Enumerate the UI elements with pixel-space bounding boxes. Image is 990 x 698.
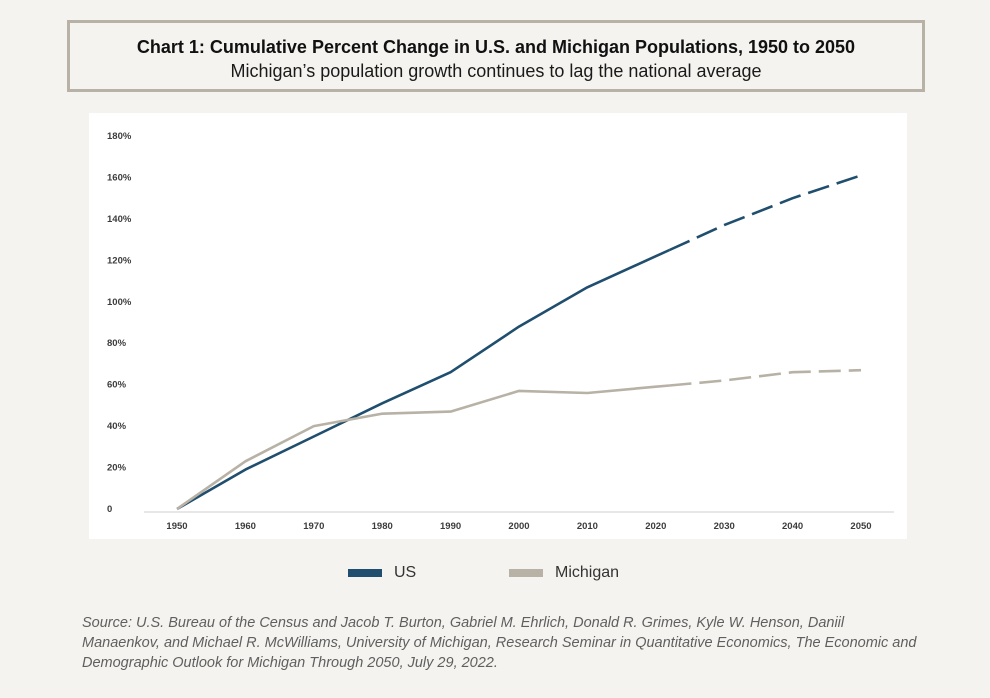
legend: US Michigan [0,564,990,588]
legend-item-michigan: Michigan [509,564,619,582]
series-line-projected-michigan [669,368,862,387]
x-tick-label: 1980 [372,521,393,532]
y-tick-label: 0 [107,504,112,515]
legend-label-michigan: Michigan [555,564,620,581]
x-tick-label: 1960 [235,521,256,532]
legend-label-us: US [394,564,417,581]
legend-item-us: US [348,564,416,582]
x-tick-label: 1990 [440,521,461,532]
y-tick-label: 40% [107,421,127,432]
series-line-projected-us [668,174,862,252]
y-tick-label: 120% [107,255,132,266]
y-tick-label: 180% [107,131,132,142]
x-tick-label: 2000 [508,521,529,532]
chart-subtitle: Michigan’s population growth continues t… [230,61,762,81]
y-tick-label: 100% [107,297,132,308]
chart-title: Chart 1: Cumulative Percent Change in U.… [136,37,856,57]
y-tick-label: 80% [107,338,127,349]
x-tick-label: 2020 [645,521,666,532]
x-tick-label: 2040 [782,521,803,532]
x-tick-label: 1950 [166,521,187,532]
plot-panel: 0 20% 40% 60% 80% 100% 120% 140% 160% 180% 1950 196… [89,113,907,539]
series-line-us [176,248,671,511]
source-note: Source: U.S. Bureau of the Census and Ja… [82,615,917,671]
y-tick-label: 20% [107,463,127,474]
x-tick-label: 2030 [714,521,735,532]
chart-title-box: Chart 1: Cumulative Percent Change in U.… [67,20,925,92]
legend-swatch-michigan [509,569,543,577]
y-tick-label: 160% [107,172,132,183]
x-tick-label: 2010 [577,521,598,532]
y-tick-label: 60% [107,380,127,391]
x-tick-label: 2050 [850,521,871,532]
series-line-michigan [176,384,670,511]
line-chart: 0 20% 40% 60% 80% 100% 120% 140% 160% 180% 1950 196… [107,131,894,532]
y-tick-label: 140% [107,214,132,225]
legend-swatch-us [348,569,382,577]
x-tick-label: 1970 [303,521,324,532]
